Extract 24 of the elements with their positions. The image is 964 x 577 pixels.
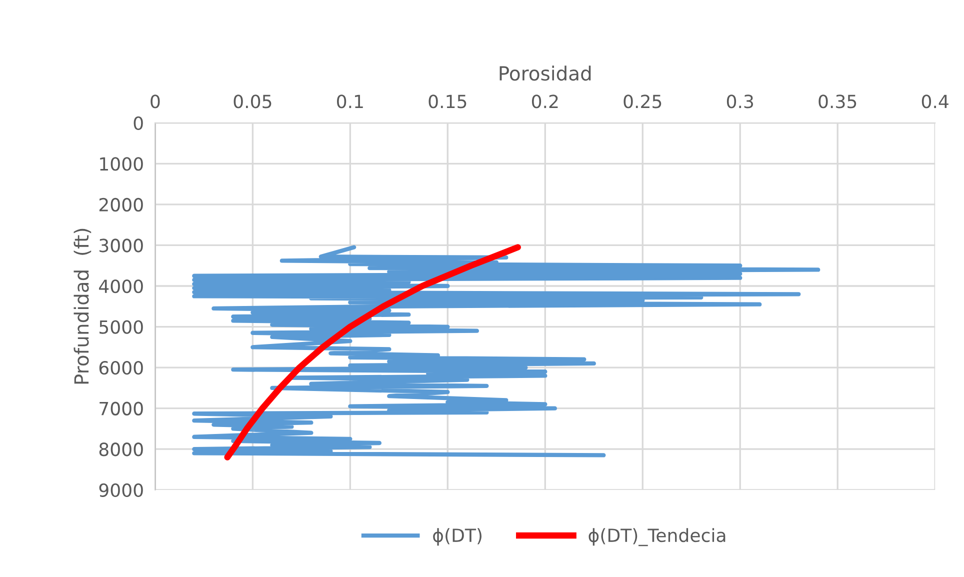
- y-axis-title: Profundidad (ft): [74, 228, 92, 384]
- x-tick-label: 0.35: [818, 94, 856, 108]
- x-tick-label: 0.15: [428, 94, 466, 108]
- x-tick-label: 0.05: [234, 94, 272, 108]
- y-tick-label: 0: [134, 116, 143, 130]
- legend-label: ϕ(DT): [433, 528, 482, 546]
- y-tick-label: 1000: [100, 157, 143, 171]
- y-tick-label: 4000: [99, 279, 143, 294]
- y-tick-label: 5000: [100, 320, 143, 334]
- x-tick-label: 0.3: [726, 94, 754, 108]
- y-tick-label: 9000: [99, 483, 143, 497]
- legend-label: ϕ(DT)_Tendecia: [588, 528, 726, 546]
- x-tick-label: 0: [150, 94, 160, 108]
- line-series: [192, 245, 820, 458]
- y-tick-label: 7000: [100, 402, 143, 416]
- x-tick-label: 0.1: [337, 94, 363, 108]
- y-tick-label: 8000: [99, 442, 143, 456]
- y-tick-label: 6000: [99, 361, 143, 375]
- x-tick-label: 0.4: [922, 94, 948, 108]
- x-tick-label: 0.2: [532, 94, 558, 108]
- y-tick-label: 3000: [100, 238, 143, 252]
- y-tick-label: 2000: [99, 198, 143, 212]
- x-axis-title: Porosidad: [500, 66, 591, 81]
- x-tick-label: 0.25: [624, 94, 662, 108]
